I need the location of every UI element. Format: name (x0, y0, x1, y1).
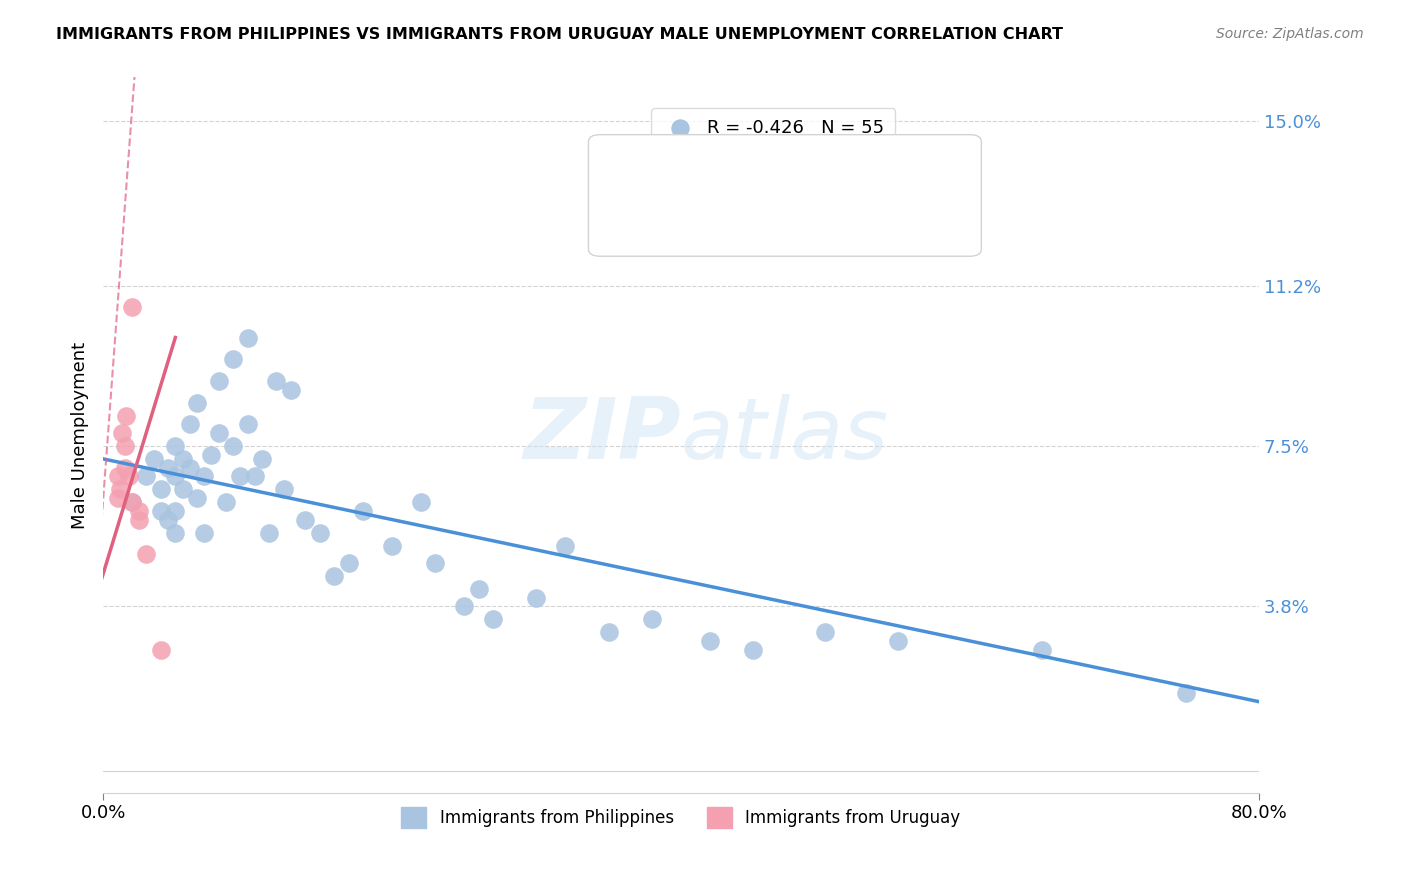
Point (280, 383, 302, 397)
Legend: Immigrants from Philippines, Immigrants from Uruguay: Immigrants from Philippines, Immigrants … (395, 801, 967, 834)
Point (222, 352, 245, 367)
Point (107, 469, 129, 483)
Point (742, 642, 765, 657)
Point (381, 539, 404, 553)
Text: ZIP: ZIP (523, 393, 681, 476)
Point (193, 469, 215, 483)
Point (121, 495, 143, 509)
Point (215, 495, 238, 509)
Point (111, 425, 134, 440)
Point (165, 504, 187, 518)
Point (165, 439, 187, 453)
Point (179, 460, 201, 475)
Point (482, 612, 505, 626)
Point (641, 612, 664, 626)
Point (554, 539, 576, 553)
Point (699, 634, 721, 648)
Point (266, 374, 288, 388)
Point (142, 451, 165, 466)
Text: IMMIGRANTS FROM PHILIPPINES VS IMMIGRANTS FROM URUGUAY MALE UNEMPLOYMENT CORRELA: IMMIGRANTS FROM PHILIPPINES VS IMMIGRANT… (56, 27, 1063, 42)
Point (1031, 642, 1053, 657)
Point (453, 599, 475, 614)
Point (250, 451, 273, 466)
Point (236, 330, 259, 344)
Point (107, 491, 129, 505)
Point (1175, 686, 1198, 700)
Point (337, 556, 360, 570)
Point (598, 625, 620, 640)
Point (157, 512, 180, 526)
FancyBboxPatch shape (589, 135, 981, 256)
Point (121, 495, 143, 509)
Point (409, 495, 432, 509)
Point (273, 482, 295, 496)
Point (323, 569, 346, 583)
Text: atlas: atlas (681, 393, 889, 476)
Point (128, 504, 150, 518)
Y-axis label: Male Unemployment: Male Unemployment (72, 342, 89, 529)
Point (165, 469, 187, 483)
Point (149, 504, 172, 518)
Point (208, 425, 231, 440)
Point (149, 482, 172, 496)
Point (352, 504, 374, 518)
Point (135, 547, 157, 561)
Point (135, 469, 157, 483)
Point (118, 469, 141, 483)
Point (114, 460, 136, 475)
Point (115, 409, 138, 423)
Point (149, 642, 172, 657)
Point (236, 417, 259, 432)
Point (526, 591, 548, 605)
Point (193, 525, 215, 540)
Point (425, 556, 447, 570)
Point (243, 469, 266, 483)
Point (257, 525, 280, 540)
Point (121, 300, 143, 314)
Point (186, 395, 208, 409)
Point (222, 439, 245, 453)
Text: Source: ZipAtlas.com: Source: ZipAtlas.com (1216, 27, 1364, 41)
Point (172, 451, 194, 466)
Point (308, 525, 330, 540)
Point (179, 417, 201, 432)
Point (157, 460, 180, 475)
Point (114, 439, 136, 453)
Point (186, 491, 208, 505)
Point (294, 512, 316, 526)
Point (200, 448, 222, 462)
Point (886, 634, 908, 648)
Point (128, 512, 150, 526)
Point (229, 469, 252, 483)
Point (172, 482, 194, 496)
Point (110, 482, 132, 496)
Point (208, 374, 231, 388)
Point (467, 582, 489, 596)
Point (165, 525, 187, 540)
Point (814, 625, 837, 640)
